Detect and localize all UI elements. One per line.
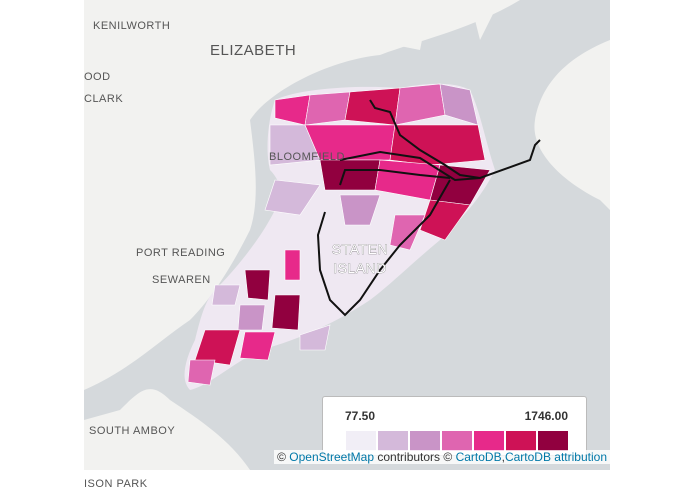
place-label: STATEN [332, 241, 388, 257]
attribution-link[interactable]: OpenStreetMap [289, 450, 375, 464]
legend-swatch [505, 430, 537, 452]
tracts [187, 83, 491, 386]
place-label: ISON PARK [84, 478, 148, 490]
legend-swatch [537, 430, 569, 452]
attribution-link[interactable]: CartoDB [504, 450, 551, 464]
legend-min: 77.50 [345, 409, 376, 423]
place-label: KENILWORTH [93, 20, 170, 32]
place-label: SOUTH AMBOY [89, 425, 175, 437]
shore [330, 0, 500, 50]
place-label: PORT READING [136, 247, 225, 259]
place-label: SEWAREN [152, 274, 211, 286]
attribution-text: , [501, 450, 505, 464]
legend-swatch [409, 430, 441, 452]
legend: 77.50 1746.00 [322, 396, 587, 456]
legend-swatch [345, 430, 377, 452]
legend-swatch [377, 430, 409, 452]
legend-swatches [345, 430, 569, 454]
attribution-link[interactable]: CartoDB [455, 450, 502, 464]
place-label: ISLAND [333, 260, 387, 276]
place-label: CLARK [84, 93, 123, 105]
legend-max: 1746.00 [524, 409, 568, 423]
transit-lines [316, 99, 541, 317]
place-label: BLOOMFIELD [269, 151, 345, 163]
attribution-text: contributors © [377, 450, 453, 464]
attribution: © OpenStreetMap contributors © CartoDB,C… [274, 450, 610, 464]
place-label: OOD [84, 71, 111, 83]
place-label: ELIZABETH [210, 42, 296, 59]
legend-swatch [473, 430, 505, 452]
attribution-text: © [277, 450, 286, 464]
legend-swatch [441, 430, 473, 452]
attribution-link[interactable]: attribution [554, 450, 607, 464]
